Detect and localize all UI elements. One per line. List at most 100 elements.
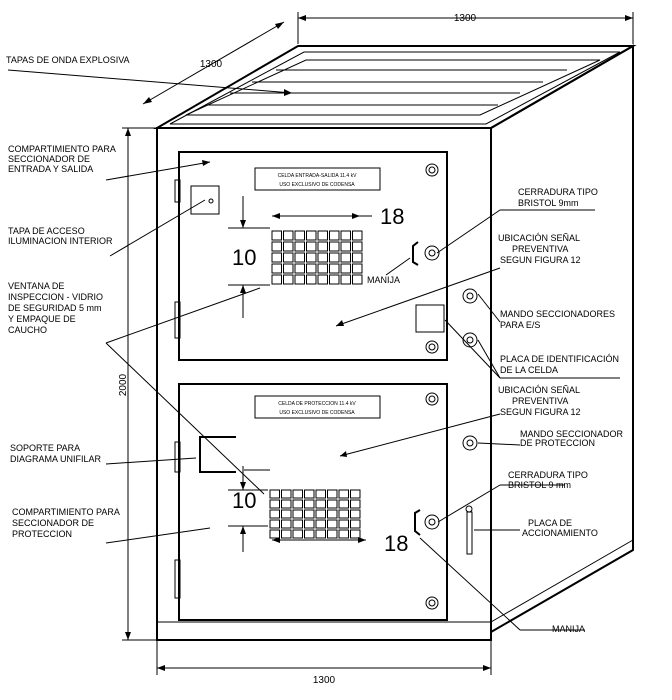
window-pane [340, 252, 351, 263]
window-pane [329, 274, 340, 285]
window-pane [340, 230, 351, 241]
window-pane [281, 499, 292, 509]
window-pane [352, 263, 363, 274]
window-pane [317, 252, 328, 263]
window-pane [294, 274, 305, 285]
window-pane [271, 274, 282, 285]
switch-control-icon [462, 332, 478, 348]
window-pane [350, 509, 361, 519]
inspection-window-label-2: INSPECCION - VIDRIO [8, 292, 103, 302]
cell-id-plate [415, 304, 445, 333]
door-handle-icon [414, 509, 421, 536]
warning-upper-label-3: SEGUN FIGURA 12 [500, 255, 581, 265]
top-face [153, 45, 637, 129]
top-width-dim: 1300 [454, 13, 477, 24]
window-pane [327, 489, 338, 499]
window-pane [350, 519, 361, 529]
window-pane [329, 241, 340, 252]
window-pane [317, 241, 328, 252]
window-pane [294, 252, 305, 263]
window-pane [315, 509, 326, 519]
window-pane [292, 529, 303, 539]
window-pane [338, 509, 349, 519]
actuation-plate-label-2: ACCIONAMIENTO [522, 528, 598, 538]
window-pane [283, 263, 294, 274]
inspection-window-label-3: DE SEGURIDAD 5 mm [8, 303, 102, 313]
window-pane [338, 499, 349, 509]
window-pane [304, 509, 315, 519]
window-pane [352, 274, 363, 285]
bristol-lock-upper-label-2: BRISTOL 9mm [518, 198, 579, 208]
window-pane [304, 529, 315, 539]
leader-lines [7, 69, 620, 631]
lower-title-line2: USO EXCLUSIVO DE CODENSA [279, 410, 355, 416]
diagram-support-label-2: DIAGRAMA UNIFILAR [10, 454, 102, 464]
window-pane [294, 230, 305, 241]
window-pane [338, 519, 349, 529]
dimension-lines: 1300 1300 2000 1300 [118, 12, 634, 686]
switch-control-icon [462, 288, 478, 304]
window-pane [306, 263, 317, 274]
window-pane [327, 519, 338, 529]
upper-title-plate [254, 167, 381, 191]
inspection-window-label-5: CAUCHO [8, 325, 47, 335]
bolt-icon [425, 163, 439, 177]
bolt-icon [425, 596, 439, 610]
bristol-lock-lower-label-1: CERRADURA TIPO [508, 470, 588, 480]
window-pane [283, 274, 294, 285]
window-pane [315, 529, 326, 539]
diagram-support [199, 436, 236, 473]
window-pane [327, 529, 338, 539]
bottom-width-dim: 1300 [313, 675, 336, 686]
id-plate-label-2: DE LA CELDA [500, 365, 558, 375]
window-pane [269, 509, 280, 519]
lighting-cover-label-2: ILUMINACION INTERIOR [8, 236, 113, 246]
warning-lower-label-3: SEGUN FIGURA 12 [500, 407, 581, 417]
window-pane [340, 263, 351, 274]
window-pane [352, 252, 363, 263]
window-pane [292, 509, 303, 519]
height-dim: 2000 [118, 373, 129, 396]
warning-upper-label-2: PREVENTIVA [512, 244, 568, 254]
protection-compartment-label-2: SECCIONADOR DE [12, 518, 94, 528]
actuation-plate-label-1: PLACA DE [528, 518, 572, 528]
window-pane [283, 241, 294, 252]
protection-control-label-2: DE PROTECCION [520, 438, 595, 448]
window-pane [292, 499, 303, 509]
io-compartment-label-3: ENTRADA Y SALIDA [8, 164, 93, 174]
bolt-icon [425, 340, 439, 354]
depth-dim: 1300 [200, 59, 223, 70]
window-pane [338, 529, 349, 539]
io-compartment-label-1: COMPARTIMIENTO PARA [8, 144, 116, 154]
window-pane [304, 519, 315, 529]
upper-inspection-window [271, 230, 363, 285]
window-pane [294, 263, 305, 274]
warning-upper-label-1: UBICACIÓN SEÑAL [498, 233, 580, 243]
lighting-access-cover [190, 185, 220, 215]
warning-lower-label-1: UBICACIÓN SEÑAL [498, 385, 580, 395]
bristol-lock-lower-label-2: BRISTOL 9 mm [508, 480, 571, 490]
window-pane [269, 499, 280, 509]
upper-door: CELDA ENTRADA-SALIDA 11.4 kV USO EXCLUSI… [174, 151, 448, 361]
window-pane [329, 230, 340, 241]
blast-covers-label: TAPAS DE ONDA EXPLOSIVA [6, 55, 130, 65]
upper-title-line2: USO EXCLUSIVO DE CODENSA [279, 182, 355, 188]
blast-covers [185, 59, 601, 116]
handle-upper-label: MANIJA [367, 275, 400, 285]
upper-height-dim: 10 [232, 245, 256, 270]
warning-lower-label-2: PREVENTIVA [512, 396, 568, 406]
bristol-lock-icon [424, 514, 440, 530]
side-face [490, 44, 634, 634]
window-pane [294, 241, 305, 252]
protection-compartment-label-3: PROTECCION [12, 529, 72, 539]
diagram-support-label-1: SOPORTE PARA [10, 443, 80, 453]
window-pane [292, 489, 303, 499]
window-pane [317, 274, 328, 285]
window-pane [315, 519, 326, 529]
window-pane [283, 252, 294, 263]
window-pane [304, 489, 315, 499]
cabinet-body [153, 44, 637, 641]
window-pane [350, 499, 361, 509]
window-pane [281, 529, 292, 539]
